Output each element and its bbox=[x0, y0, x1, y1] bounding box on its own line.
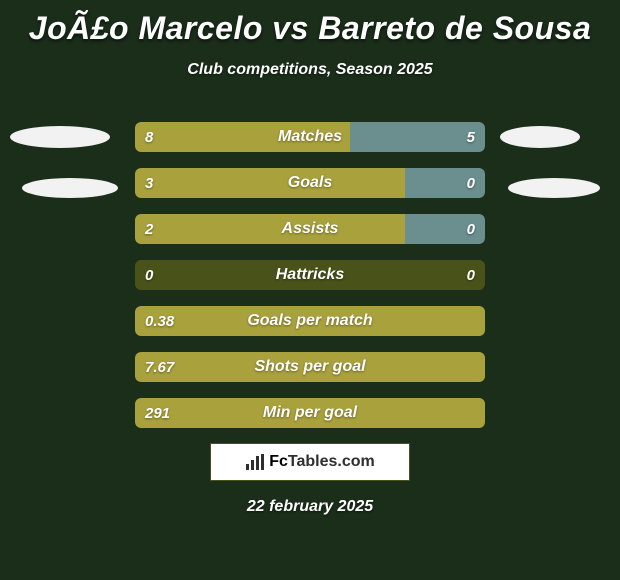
stat-row: 0.38Goals per match bbox=[135, 306, 485, 336]
stat-value-left: 7.67 bbox=[145, 352, 174, 382]
bar-fill-left bbox=[135, 214, 405, 244]
stat-value-left: 0.38 bbox=[145, 306, 174, 336]
stat-value-right: 0 bbox=[467, 168, 475, 198]
stat-value-left: 2 bbox=[145, 214, 153, 244]
avatar-placeholder-right-2 bbox=[508, 178, 600, 198]
bar-fill-left bbox=[135, 306, 485, 336]
stat-row: 85Matches bbox=[135, 122, 485, 152]
subtitle: Club competitions, Season 2025 bbox=[0, 61, 620, 79]
bar-fill-left bbox=[135, 398, 485, 428]
stat-value-left: 3 bbox=[145, 168, 153, 198]
stat-value-right: 0 bbox=[467, 260, 475, 290]
page-title: JoÃ£o Marcelo vs Barreto de Sousa bbox=[0, 0, 620, 47]
bar-fill-left bbox=[135, 352, 485, 382]
stat-value-left: 8 bbox=[145, 122, 153, 152]
logo-text: FcTables.com bbox=[269, 453, 375, 471]
date-text: 22 february 2025 bbox=[0, 498, 620, 516]
stat-label: Hattricks bbox=[135, 260, 485, 290]
comparison-infographic: JoÃ£o Marcelo vs Barreto de Sousa Club c… bbox=[0, 0, 620, 580]
avatar-placeholder-left-2 bbox=[22, 178, 118, 198]
stat-value-right: 0 bbox=[467, 214, 475, 244]
fctables-logo: FcTables.com bbox=[210, 443, 410, 481]
stat-value-left: 291 bbox=[145, 398, 170, 428]
bars-icon bbox=[245, 454, 265, 470]
bar-fill-left bbox=[135, 168, 405, 198]
avatar-placeholder-left-1 bbox=[10, 126, 110, 148]
bar-fill-right bbox=[350, 122, 485, 152]
stat-row: 20Assists bbox=[135, 214, 485, 244]
stat-bars: 85Matches30Goals20Assists00Hattricks0.38… bbox=[135, 122, 485, 444]
bar-fill-left bbox=[135, 122, 350, 152]
stat-value-right: 5 bbox=[467, 122, 475, 152]
stat-row: 291Min per goal bbox=[135, 398, 485, 428]
stat-row: 7.67Shots per goal bbox=[135, 352, 485, 382]
stat-row: 30Goals bbox=[135, 168, 485, 198]
stat-value-left: 0 bbox=[145, 260, 153, 290]
avatar-placeholder-right-1 bbox=[500, 126, 580, 148]
stat-row: 0 0Hattricks bbox=[135, 260, 485, 290]
